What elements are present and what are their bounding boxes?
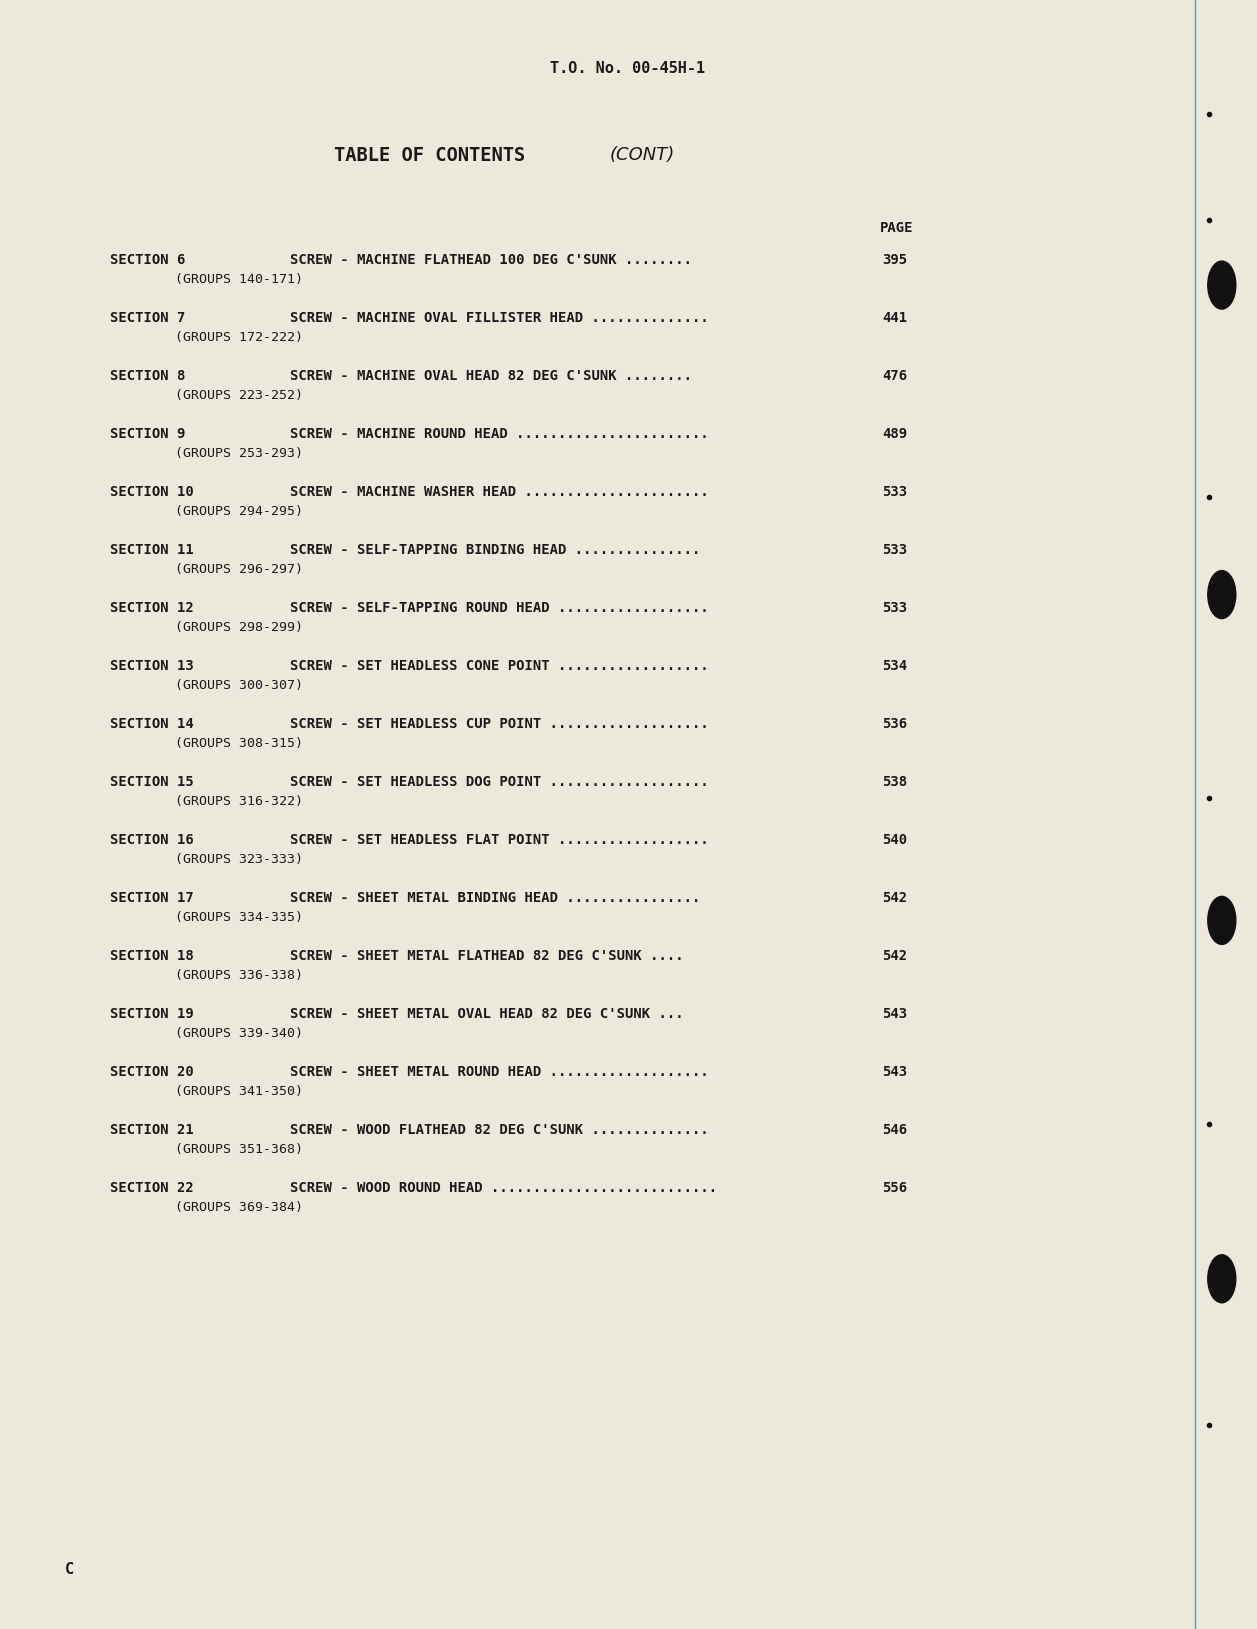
Text: SECTION 18: SECTION 18: [111, 950, 194, 963]
Text: SECTION 7: SECTION 7: [111, 311, 185, 326]
Text: 395: 395: [882, 252, 908, 267]
Text: SCREW - SELF-TAPPING ROUND HEAD ..................: SCREW - SELF-TAPPING ROUND HEAD ........…: [290, 601, 709, 616]
Text: SCREW - SET HEADLESS CUP POINT ...................: SCREW - SET HEADLESS CUP POINT .........…: [290, 717, 709, 731]
Text: 543: 543: [882, 1065, 908, 1078]
Text: 533: 533: [882, 485, 908, 498]
Text: (GROUPS 369-384): (GROUPS 369-384): [175, 1201, 303, 1214]
Text: SECTION 20: SECTION 20: [111, 1065, 194, 1078]
Text: SCREW - SHEET METAL BINDING HEAD ................: SCREW - SHEET METAL BINDING HEAD .......…: [290, 891, 700, 906]
Text: SCREW - SET HEADLESS FLAT POINT ..................: SCREW - SET HEADLESS FLAT POINT ........…: [290, 832, 709, 847]
Text: 538: 538: [882, 775, 908, 788]
Ellipse shape: [1208, 1254, 1236, 1303]
Text: SECTION 8: SECTION 8: [111, 370, 185, 383]
Text: SCREW - SHEET METAL ROUND HEAD ...................: SCREW - SHEET METAL ROUND HEAD .........…: [290, 1065, 709, 1078]
Text: (GROUPS 308-315): (GROUPS 308-315): [175, 736, 303, 749]
Ellipse shape: [1208, 896, 1236, 945]
Text: SECTION 22: SECTION 22: [111, 1181, 194, 1196]
Text: TABLE OF CONTENTS: TABLE OF CONTENTS: [334, 145, 525, 165]
Ellipse shape: [1208, 261, 1236, 310]
Text: 542: 542: [882, 950, 908, 963]
Text: (GROUPS 294-295): (GROUPS 294-295): [175, 505, 303, 518]
Text: SECTION 21: SECTION 21: [111, 1122, 194, 1137]
Text: SCREW - SELF-TAPPING BINDING HEAD ...............: SCREW - SELF-TAPPING BINDING HEAD ......…: [290, 542, 700, 557]
Text: SCREW - MACHINE OVAL FILLISTER HEAD ..............: SCREW - MACHINE OVAL FILLISTER HEAD ....…: [290, 311, 709, 326]
Text: (GROUPS 351-368): (GROUPS 351-368): [175, 1142, 303, 1155]
Text: SECTION 16: SECTION 16: [111, 832, 194, 847]
Text: 542: 542: [882, 891, 908, 906]
Text: (GROUPS 298-299): (GROUPS 298-299): [175, 621, 303, 634]
Text: SCREW - MACHINE FLATHEAD 100 DEG C'SUNK ........: SCREW - MACHINE FLATHEAD 100 DEG C'SUNK …: [290, 252, 693, 267]
Text: (GROUPS 300-307): (GROUPS 300-307): [175, 679, 303, 691]
Text: SCREW - WOOD FLATHEAD 82 DEG C'SUNK ..............: SCREW - WOOD FLATHEAD 82 DEG C'SUNK ....…: [290, 1122, 709, 1137]
Text: (GROUPS 323-333): (GROUPS 323-333): [175, 852, 303, 865]
Text: 543: 543: [882, 1007, 908, 1021]
Text: 533: 533: [882, 601, 908, 616]
Text: SECTION 19: SECTION 19: [111, 1007, 194, 1021]
Text: 534: 534: [882, 660, 908, 673]
Text: 533: 533: [882, 542, 908, 557]
Text: SCREW - SET HEADLESS DOG POINT ...................: SCREW - SET HEADLESS DOG POINT .........…: [290, 775, 709, 788]
Text: 489: 489: [882, 427, 908, 441]
Text: SECTION 15: SECTION 15: [111, 775, 194, 788]
Text: 546: 546: [882, 1122, 908, 1137]
Text: SCREW - SET HEADLESS CONE POINT ..................: SCREW - SET HEADLESS CONE POINT ........…: [290, 660, 709, 673]
Text: (GROUPS 339-340): (GROUPS 339-340): [175, 1026, 303, 1039]
Text: SECTION 13: SECTION 13: [111, 660, 194, 673]
Text: (GROUPS 334-335): (GROUPS 334-335): [175, 911, 303, 924]
Text: 476: 476: [882, 370, 908, 383]
Text: SECTION 14: SECTION 14: [111, 717, 194, 731]
Text: 536: 536: [882, 717, 908, 731]
Text: PAGE: PAGE: [880, 222, 914, 235]
Text: (GROUPS 341-350): (GROUPS 341-350): [175, 1085, 303, 1098]
Text: SCREW - MACHINE OVAL HEAD 82 DEG C'SUNK ........: SCREW - MACHINE OVAL HEAD 82 DEG C'SUNK …: [290, 370, 693, 383]
Text: (GROUPS 172-222): (GROUPS 172-222): [175, 331, 303, 344]
Text: T.O. No. 00-45H-1: T.O. No. 00-45H-1: [551, 60, 705, 75]
Text: 441: 441: [882, 311, 908, 326]
Text: (CONT): (CONT): [610, 147, 675, 165]
Text: SCREW - SHEET METAL OVAL HEAD 82 DEG C'SUNK ...: SCREW - SHEET METAL OVAL HEAD 82 DEG C'S…: [290, 1007, 684, 1021]
Text: (GROUPS 140-171): (GROUPS 140-171): [175, 272, 303, 285]
Text: SCREW - SHEET METAL FLATHEAD 82 DEG C'SUNK ....: SCREW - SHEET METAL FLATHEAD 82 DEG C'SU…: [290, 950, 684, 963]
Text: SCREW - WOOD ROUND HEAD ...........................: SCREW - WOOD ROUND HEAD ................…: [290, 1181, 718, 1196]
Text: (GROUPS 296-297): (GROUPS 296-297): [175, 562, 303, 575]
Text: C: C: [65, 1562, 74, 1577]
Text: SCREW - MACHINE WASHER HEAD ......................: SCREW - MACHINE WASHER HEAD ............…: [290, 485, 709, 498]
Text: SECTION 10: SECTION 10: [111, 485, 194, 498]
Text: SECTION 9: SECTION 9: [111, 427, 185, 441]
Text: 556: 556: [882, 1181, 908, 1196]
Text: (GROUPS 223-252): (GROUPS 223-252): [175, 388, 303, 401]
Text: 540: 540: [882, 832, 908, 847]
Text: SECTION 12: SECTION 12: [111, 601, 194, 616]
Text: SECTION 11: SECTION 11: [111, 542, 194, 557]
Text: (GROUPS 316-322): (GROUPS 316-322): [175, 795, 303, 808]
Text: (GROUPS 336-338): (GROUPS 336-338): [175, 969, 303, 982]
Ellipse shape: [1208, 570, 1236, 619]
Text: SCREW - MACHINE ROUND HEAD .......................: SCREW - MACHINE ROUND HEAD .............…: [290, 427, 709, 441]
Text: (GROUPS 253-293): (GROUPS 253-293): [175, 446, 303, 459]
Text: SECTION 17: SECTION 17: [111, 891, 194, 906]
Text: SECTION 6: SECTION 6: [111, 252, 185, 267]
